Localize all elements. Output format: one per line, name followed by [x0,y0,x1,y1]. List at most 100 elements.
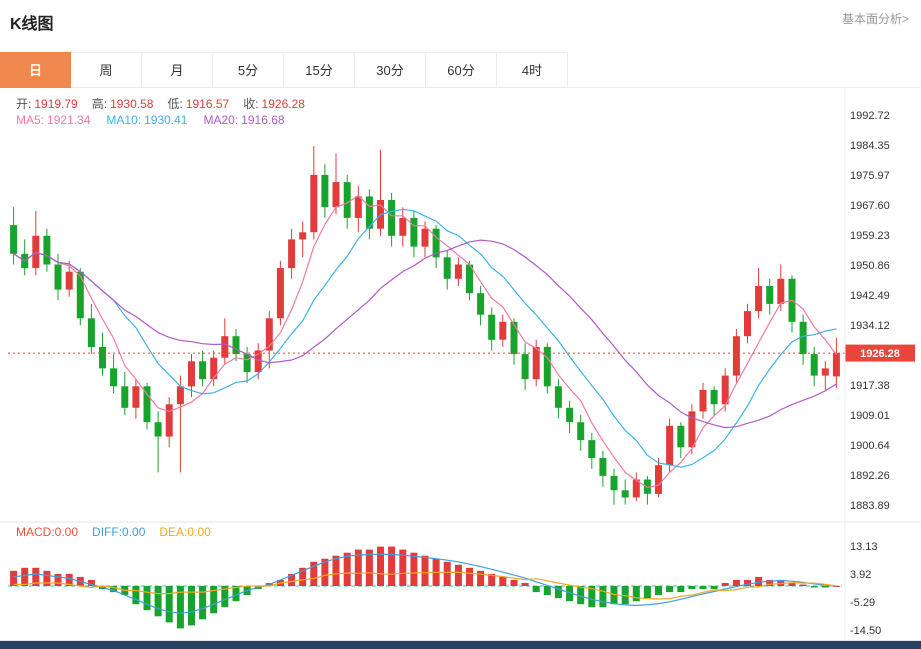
macd-bar [221,586,229,608]
candle-body [488,314,496,340]
candle-body [199,361,207,380]
candle-body [299,232,307,240]
candle-body [821,368,829,376]
candle-body [554,386,562,408]
ma10-line [13,208,837,468]
macd-bar [21,567,29,586]
macd-bar [777,579,785,586]
price-axis-label: 1975.97 [850,170,890,182]
dea-label: DEA: [159,525,188,539]
candle-body [110,368,118,387]
candle-body [755,286,763,312]
candle-body [165,404,173,437]
macd-bar [677,586,685,593]
ma-legend: MA5: 1921.34 MA10: 1930.41 MA20: 1916.68 [16,113,285,127]
tab-4hour[interactable]: 4时 [497,52,568,88]
candle-body [221,336,229,358]
macd-bar [466,567,473,586]
candle-body [343,182,351,218]
candle-body [454,264,462,279]
candle-body [710,389,718,405]
tab-15min[interactable]: 15分 [284,52,355,88]
kline-chart: 1926.28 1992.72 1984.35 1975.97 1967.60 1959.… [0,88,921,641]
macd-bar [54,573,62,586]
price-axis-label: 1942.49 [850,290,890,302]
macd-bar [377,546,384,586]
macd-legend: MACD:0.00 DIFF:0.00 DEA:0.00 [16,525,211,539]
macd-bar [554,586,562,599]
macd-bar [577,586,585,605]
candle-body [288,239,296,269]
candle-body [799,321,807,355]
tab-day[interactable]: 日 [0,52,71,88]
timeframe-tabs: 日周月 5分 15分 30分 60分 4时 [0,52,921,88]
tab-30min[interactable]: 30分 [355,52,426,88]
candle-body [732,336,740,376]
candle-body [577,422,585,441]
candle-body [388,200,396,236]
tab-month[interactable]: 月 [142,52,213,88]
macd-bar [710,586,718,589]
low-label: 低: [167,97,183,111]
tab-60min[interactable]: 60分 [426,52,497,88]
macd-bar [199,586,207,620]
open-value: 开: 1919.79 [16,95,78,112]
tab-5min[interactable]: 5分 [213,52,284,88]
ma20-value: MA20: 1916.68 [203,113,284,127]
macd-bar [10,570,18,586]
macd-bar [732,579,740,586]
candle-body [666,425,674,466]
low-value: 低: 1916.57 [167,95,229,112]
candle-body [699,389,707,412]
macd-bar [499,576,507,586]
candle-body [766,286,774,304]
candle-body [65,271,73,290]
candle-body [54,264,62,290]
macd-axis-label: -14.50 [850,625,881,637]
candle-body [566,407,574,423]
candlesticks [10,146,840,505]
macd-bar [421,555,429,586]
macd-bar [388,546,396,586]
candle-body [499,321,507,340]
macd-bar [188,586,195,626]
ma5-line [13,194,837,489]
dea-number: 0.00 [187,525,211,539]
ma20-label: MA20: [203,113,239,127]
candle-body [432,228,440,258]
candle-body [99,346,106,369]
candle-body [777,278,785,304]
price-axis-label: 1892.26 [850,470,890,482]
current-price-tag [845,344,915,362]
macd-bar [288,573,296,586]
macd-bar [232,586,240,602]
high-label: 高: [91,97,108,111]
chart-scrollbar[interactable] [0,641,921,649]
macd-bar [165,586,173,623]
macd-bar [721,583,729,586]
macd-bar [643,586,651,599]
candle-body [276,268,284,319]
macd-bar [176,586,184,629]
candle-body [477,293,485,315]
fundamental-analysis-link[interactable]: 基本面分析> [841,12,909,26]
macd-bar [788,583,796,586]
macd-bar [65,573,73,586]
ma10-price: 1930.41 [144,113,188,127]
macd-bar [543,586,551,596]
macd-bar [810,586,818,588]
candle-body [310,174,318,233]
candle-body [610,475,618,491]
candle-body [688,411,696,448]
candle-body [188,361,195,387]
candle-body [10,225,18,254]
candle-body [254,350,262,372]
page-title: K线图 [10,16,54,33]
macd-bar [410,552,418,586]
price-axis-label: 1900.64 [850,440,890,452]
tab-week[interactable]: 周 [71,52,142,88]
macd-bar [655,586,662,596]
candle-body [76,271,84,319]
ma5-price: 1921.34 [47,113,91,127]
price-axis-label: 1984.35 [850,140,890,152]
